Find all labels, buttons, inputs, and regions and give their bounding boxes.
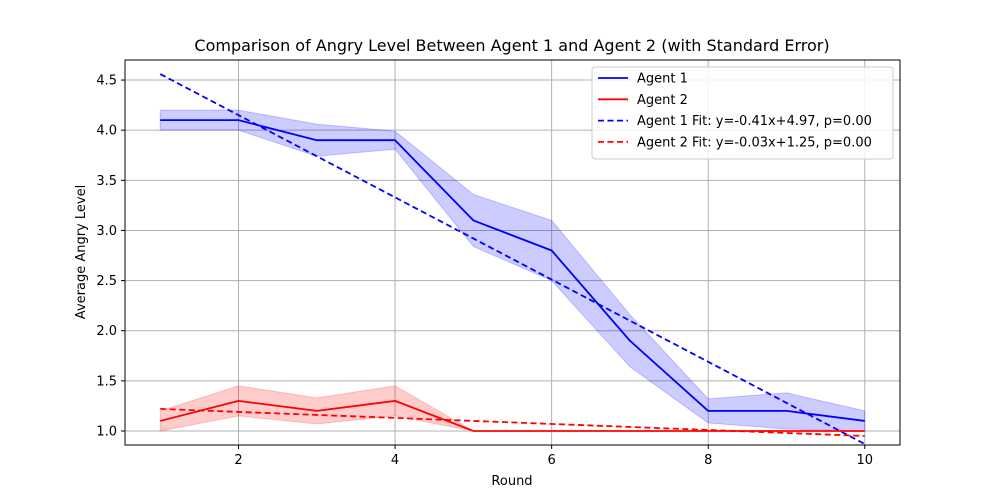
plot-frame <box>124 59 901 446</box>
x-tick-label: 2 <box>234 453 242 468</box>
x-tick-label: 8 <box>704 453 712 468</box>
y-tick-label: 4.0 <box>96 124 117 139</box>
grid <box>125 60 900 445</box>
y-tick-label: 1.5 <box>96 374 117 389</box>
y-tick-label: 3.0 <box>96 224 117 239</box>
series-line <box>160 119 865 422</box>
x-tick-label: 10 <box>856 453 873 468</box>
legend-frame <box>591 66 894 160</box>
y-tick-label: 2.5 <box>96 274 117 289</box>
legend-label: Agent 1 Fit: y=-0.41x+4.97, p=0.00 <box>637 114 872 129</box>
y-tick-label: 3.5 <box>96 174 117 189</box>
series-line <box>160 399 865 432</box>
y-tick-label: 1.0 <box>96 424 117 439</box>
axis-ticks: 2 4 6 8 10 1.0 1.5 2.0 2.5 3.0 3.5 4.0 4.5 <box>96 74 873 468</box>
x-tick-label: 6 <box>548 453 556 468</box>
fit-line <box>160 408 865 437</box>
x-axis-label: Round <box>491 474 532 489</box>
y-axis-label: Average Angry Level <box>74 185 89 319</box>
y-tick-label: 4.5 <box>96 74 117 89</box>
chart-title: Comparison of Angry Level Between Agent … <box>194 36 829 55</box>
y-tick-label: 2.0 <box>96 324 117 339</box>
x-tick-label: 4 <box>391 453 399 468</box>
legend-label: Agent 2 <box>637 93 688 108</box>
legend-label: Agent 2 Fit: y=-0.03x+1.25, p=0.00 <box>637 135 872 150</box>
series-lines <box>159 73 866 445</box>
legend: Agent 1 Agent 2 Agent 1 Fit: y=-0.41x+4.97… <box>591 66 894 160</box>
legend-label: Agent 1 <box>637 72 688 87</box>
